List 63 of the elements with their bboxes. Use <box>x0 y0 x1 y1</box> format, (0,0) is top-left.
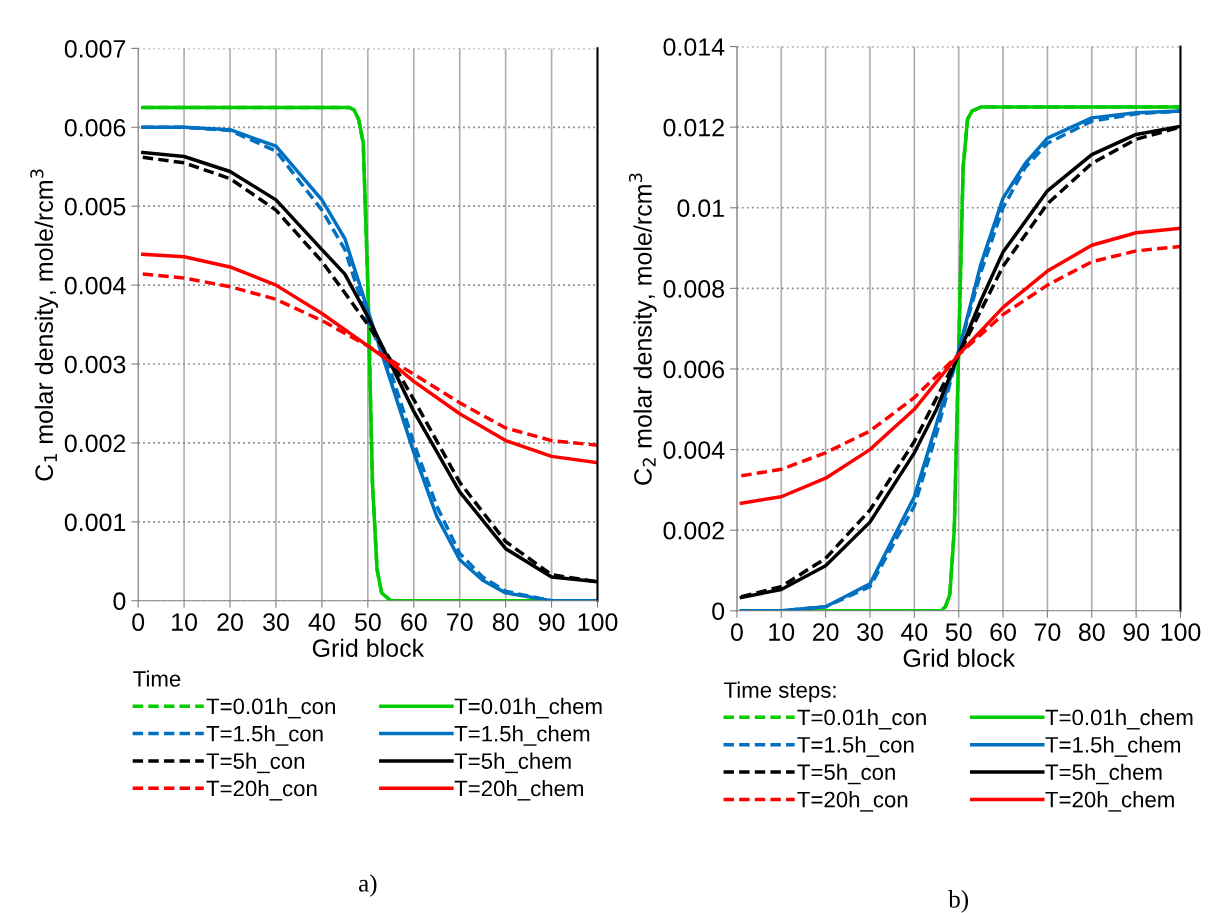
y-tick-label: 0.008 <box>663 279 725 298</box>
text: a) <box>359 874 377 897</box>
y-tick-label: 0.006 <box>663 360 724 379</box>
y-tick-label: 0.002 <box>663 521 724 540</box>
legend-label: T=0.01h_chem <box>1045 708 1193 730</box>
y-tick-label: 0.005 <box>64 197 126 216</box>
line-series <box>739 226 1181 505</box>
y-tick-label: 0.012 <box>663 118 724 137</box>
x-tick-label: 30 <box>857 623 883 641</box>
x-tick-label: 0 <box>730 623 743 641</box>
y-axis-title: C$_{2}$ molar density, mole/rcm$^{3}$ <box>628 173 657 485</box>
x-tick-label: 50 <box>354 613 381 631</box>
legend-label: T=1.5h_con <box>797 736 914 757</box>
legend-label: T=1.5h_con <box>206 725 323 746</box>
x-tick-label: 70 <box>1034 623 1061 641</box>
x-tick-label: 10 <box>769 623 795 641</box>
legend-label: T=20h_chem <box>1045 791 1174 812</box>
x-tick-label: 30 <box>263 613 289 631</box>
y-axis-title: C$_{1}$ molar density, mole/rcm$^{3}$ <box>30 169 58 481</box>
line-series <box>141 252 598 465</box>
legend-title: Time <box>133 670 181 687</box>
x-tick-label: 90 <box>538 613 565 631</box>
legend-label: T=5h_chem <box>454 752 571 774</box>
legend-title: Time steps: <box>724 681 836 703</box>
x-axis-title: Grid block <box>312 638 425 658</box>
x-axis-title: Grid block <box>903 648 1015 668</box>
x-tick-label: 80 <box>492 613 519 631</box>
x-tick-label: 100 <box>578 613 618 631</box>
x-tick-label: 60 <box>401 613 427 631</box>
legend-label: T=5h_con <box>797 763 895 785</box>
x-tick-label: 0 <box>132 613 145 631</box>
legend-label: T=0.01h_chem <box>454 697 602 719</box>
text: b) <box>948 890 969 913</box>
y-tick-label: 0.003 <box>64 355 126 374</box>
x-tick-label: 70 <box>447 613 473 631</box>
y-tick-label: 0.004 <box>663 441 725 459</box>
legend-label: T=5h_con <box>206 752 305 774</box>
x-tick-label: 20 <box>217 613 243 631</box>
y-tick-label: 0.002 <box>64 434 126 453</box>
y-tick-label: 0.006 <box>64 118 126 137</box>
legend-label: T=1.5h_chem <box>454 725 590 746</box>
x-tick-label: 60 <box>990 623 1016 641</box>
x-tick-label: 40 <box>901 623 928 641</box>
y-tick-label: 0.01 <box>677 199 724 218</box>
x-tick-label: 50 <box>945 623 972 641</box>
x-tick-label: 10 <box>172 613 198 631</box>
y-tick-label: 0.004 <box>64 276 126 295</box>
legend-label: T=20h_con <box>206 779 317 801</box>
legend-label: T=0.01h_con <box>797 708 926 730</box>
legend-label: T=20h_chem <box>454 779 583 801</box>
legend-label: T=5h_chem <box>1045 763 1162 785</box>
y-tick-label: 0.001 <box>64 513 126 532</box>
y-tick-label: 0.007 <box>64 39 126 58</box>
legend-label: T=1.5h_chem <box>1045 736 1181 757</box>
legend-label: T=20h_con <box>797 791 908 812</box>
y-tick-label: 0.014 <box>663 38 725 56</box>
x-tick-label: 80 <box>1078 623 1105 641</box>
x-tick-label: 20 <box>812 623 839 641</box>
x-tick-label: 100 <box>1161 623 1201 641</box>
x-tick-label: 40 <box>308 613 335 631</box>
y-tick-label: 0 <box>113 592 126 611</box>
legend-label: T=0.01h_con <box>206 697 335 719</box>
x-tick-label: 90 <box>1123 623 1150 641</box>
